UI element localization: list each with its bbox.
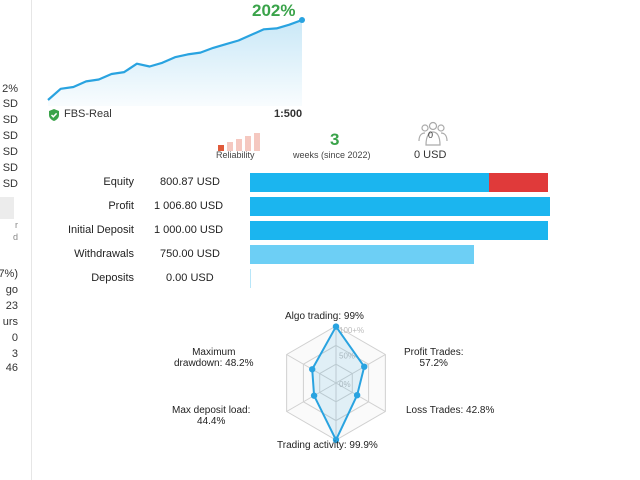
shield-check-icon bbox=[47, 108, 61, 122]
leverage: 1:500 bbox=[274, 108, 303, 120]
left-fragment-text: SD bbox=[2, 178, 18, 190]
reliability-bars bbox=[218, 133, 260, 151]
bar-value: 800.87 USD bbox=[160, 176, 220, 188]
bar-fill bbox=[250, 245, 474, 264]
bar-value: 750.00 USD bbox=[160, 248, 220, 260]
left-fragment-text: urs bbox=[2, 316, 18, 328]
radar-grid-label: 50% bbox=[339, 352, 355, 361]
subscribers-count: 0 bbox=[428, 130, 434, 140]
bar-loss-fill bbox=[488, 173, 549, 192]
left-fragment-text: 2% bbox=[2, 83, 18, 95]
bar-value: 1 000.00 USD bbox=[154, 224, 224, 236]
bar-fill bbox=[250, 173, 489, 192]
bar-label: Withdrawals bbox=[74, 248, 134, 260]
left-fragment-text: d bbox=[12, 232, 18, 242]
bar-fill bbox=[250, 269, 251, 288]
reliability-label: Reliability bbox=[216, 150, 255, 160]
left-fragment-text: 0 bbox=[11, 332, 18, 344]
left-fragment-text: r bbox=[15, 220, 18, 230]
radar-axis-label: Trading activity: 99.9% bbox=[277, 440, 378, 451]
panel-divider bbox=[31, 0, 32, 480]
growth-area bbox=[48, 20, 302, 106]
bar-fill bbox=[250, 197, 551, 216]
reliability-bar bbox=[218, 145, 224, 151]
left-fragment-text: 23 bbox=[5, 300, 18, 312]
growth-line bbox=[47, 18, 303, 101]
left-panel-highlight bbox=[0, 197, 14, 219]
left-fragment-text: SD bbox=[2, 98, 18, 110]
radar-axis-label: Profit Trades: 57.2% bbox=[404, 347, 464, 369]
broker-name[interactable]: FBS-Real bbox=[64, 108, 112, 120]
left-panel-fragments: 2% SD SD SD SD SD SD r d 7%) go 23 urs 0 3 46 bbox=[0, 0, 18, 480]
left-fragment-text: 46 bbox=[5, 362, 18, 374]
radar-point bbox=[361, 363, 368, 370]
growth-percentage: 202% bbox=[252, 1, 296, 20]
growth-endpoint bbox=[299, 17, 305, 23]
bar-label: Initial Deposit bbox=[67, 224, 134, 236]
radar-grid-label: 100+% bbox=[339, 326, 364, 335]
radar-spoke bbox=[335, 354, 386, 384]
subscribers-value: 0 USD bbox=[414, 149, 447, 161]
bar-value: 1 006.80 USD bbox=[154, 200, 224, 212]
radar-axis-label: Algo trading: 99% bbox=[285, 311, 364, 322]
radar-point bbox=[353, 391, 361, 399]
left-fragment-text: go bbox=[5, 284, 18, 296]
left-fragment-text: SD bbox=[2, 162, 18, 174]
radar-axis-label: Max deposit load: 44.4% bbox=[172, 405, 251, 427]
left-fragment-text: 7%) bbox=[0, 268, 18, 280]
radar-point bbox=[310, 392, 318, 399]
radar-axis-label: Maximum drawdown: 48.2% bbox=[174, 347, 254, 369]
left-fragment-text: SD bbox=[2, 130, 18, 142]
bar-label: Equity bbox=[103, 176, 134, 188]
reliability-bar bbox=[245, 136, 251, 151]
left-fragment-text: SD bbox=[2, 114, 18, 126]
left-fragment-text: 3 bbox=[11, 348, 18, 360]
reliability-bar bbox=[254, 133, 260, 151]
subscribers-icon bbox=[416, 121, 450, 149]
left-fragment-text: SD bbox=[2, 146, 18, 158]
radar-point bbox=[332, 323, 340, 330]
weeks-value: 3 bbox=[330, 130, 340, 149]
bar-label: Profit bbox=[108, 200, 134, 212]
weeks-label: weeks (since 2022) bbox=[293, 150, 371, 160]
bar-value: 0.00 USD bbox=[166, 272, 214, 284]
radar-grid-label: 0% bbox=[339, 380, 351, 389]
radar-point bbox=[332, 436, 340, 444]
radar-axis-label: Loss Trades: 42.8% bbox=[406, 405, 495, 416]
bar-label: Deposits bbox=[91, 272, 134, 284]
reliability-bar bbox=[227, 142, 233, 151]
reliability-bar bbox=[236, 139, 242, 151]
radar-spoke bbox=[335, 382, 386, 412]
radar-point bbox=[309, 366, 316, 373]
bar-fill bbox=[250, 221, 548, 240]
growth-chart[interactable] bbox=[44, 14, 310, 106]
radar-chart: 100+% 50% 0% bbox=[286, 323, 386, 444]
